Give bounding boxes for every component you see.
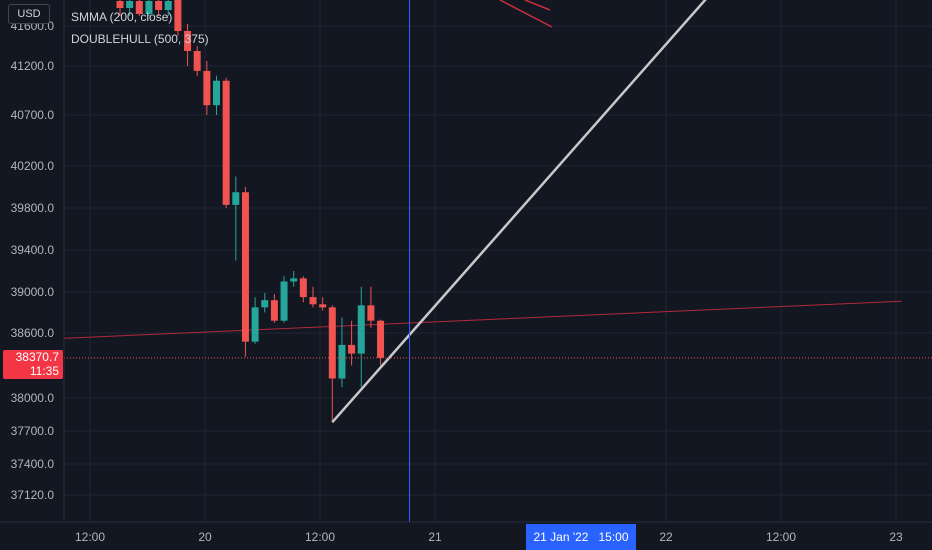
candle — [193, 46, 201, 76]
candle — [377, 319, 385, 366]
legend-smma[interactable]: SMMA (200, close) — [71, 10, 173, 24]
candle-body — [348, 344, 356, 354]
candle-body — [328, 307, 336, 379]
time-tick-label: 21 — [428, 530, 442, 544]
candle — [232, 176, 240, 261]
candle — [174, 0, 182, 36]
candle-body — [299, 278, 307, 298]
doublehull-line — [524, 0, 551, 11]
price-tick-label: 38600.0 — [11, 326, 55, 340]
candle — [357, 286, 365, 388]
candle — [251, 297, 259, 344]
candle — [290, 271, 298, 287]
currency-label[interactable]: USD — [8, 4, 50, 24]
candle — [126, 0, 134, 16]
candle-body — [241, 192, 249, 342]
candle — [145, 0, 153, 16]
candle-body — [357, 305, 365, 354]
candle-body — [280, 281, 288, 321]
crosshair-time-label: 21 Jan '22 15:00 — [526, 524, 636, 550]
candle — [328, 305, 336, 423]
current-price-tag: 38370.7 11:35 — [3, 350, 63, 379]
candle-body — [203, 70, 211, 106]
candle-body — [213, 80, 220, 106]
candle-body — [174, 0, 182, 31]
candle-body — [164, 1, 172, 10]
candle — [280, 276, 288, 323]
price-tick-label: 39800.0 — [11, 201, 55, 215]
indicator-legend: SMMA (200, close) DOUBLEHULL (500, 375) — [71, 6, 209, 50]
candle-body — [116, 1, 124, 8]
price-tick-label: 37700.0 — [11, 424, 55, 438]
candle-body — [232, 192, 240, 205]
candle — [261, 293, 269, 313]
candle — [367, 286, 375, 328]
price-tick-label: 40700.0 — [11, 108, 55, 122]
candle-body — [193, 51, 201, 71]
candle-body — [338, 344, 346, 379]
candle — [184, 24, 192, 66]
candle-body — [367, 305, 375, 321]
price-axis-bg — [0, 0, 64, 522]
candle-body — [261, 300, 269, 308]
time-tick-label: 22 — [659, 530, 673, 544]
smma-line — [62, 0, 902, 339]
price-tick-label: 38000.0 — [11, 391, 55, 405]
time-tick-label: 23 — [889, 530, 903, 544]
candle — [155, 0, 163, 16]
price-axis[interactable]: 41600.041200.040700.040200.039800.039400… — [0, 0, 65, 522]
candle-body — [319, 304, 327, 308]
doublehull-line — [499, 0, 553, 28]
candle — [299, 276, 307, 303]
candle — [203, 61, 211, 115]
candle-body — [270, 300, 278, 321]
candle-body — [135, 1, 143, 14]
candle — [241, 187, 249, 357]
candle — [164, 0, 172, 16]
trendline[interactable] — [331, 0, 708, 424]
candle-body — [251, 307, 259, 342]
candle-body — [184, 31, 192, 51]
time-axis-bg — [0, 522, 932, 550]
candle — [319, 297, 327, 311]
candle-body — [377, 320, 385, 358]
price-tick-label: 40200.0 — [11, 159, 55, 173]
candle-body — [290, 278, 298, 282]
time-tick-label: 12:00 — [305, 530, 335, 544]
candle-body — [155, 1, 163, 10]
bar-countdown: 11:35 — [29, 364, 59, 378]
time-tick-label: 12:00 — [766, 530, 796, 544]
candle — [338, 317, 346, 388]
current-price-value: 38370.7 — [15, 350, 59, 364]
candle — [222, 77, 230, 208]
candle — [213, 75, 220, 115]
price-tick-label: 41200.0 — [11, 59, 55, 73]
candle — [309, 286, 317, 308]
candle — [135, 0, 143, 16]
smma-line-path — [62, 300, 902, 339]
price-tick-label: 37120.0 — [11, 488, 55, 502]
candle — [270, 294, 278, 323]
time-tick-label: 12:00 — [75, 530, 105, 544]
legend-doublehull[interactable]: DOUBLEHULL (500, 375) — [71, 32, 209, 46]
candle — [116, 0, 124, 16]
time-tick-label: 20 — [198, 530, 212, 544]
candle-body — [145, 1, 153, 14]
candle — [348, 320, 356, 366]
grid-lines — [64, 0, 932, 522]
price-tick-label: 39000.0 — [11, 285, 55, 299]
price-tick-label: 37400.0 — [11, 457, 55, 471]
time-axis[interactable]: 12:00 20 12:00 21 22 12:00 23 — [0, 521, 932, 550]
candle-body — [126, 1, 134, 8]
candle-body — [222, 80, 230, 205]
candles-group — [116, 0, 385, 423]
trendline-path[interactable] — [331, 0, 708, 424]
candle-body — [309, 297, 317, 305]
price-tick-label: 39400.0 — [11, 243, 55, 257]
